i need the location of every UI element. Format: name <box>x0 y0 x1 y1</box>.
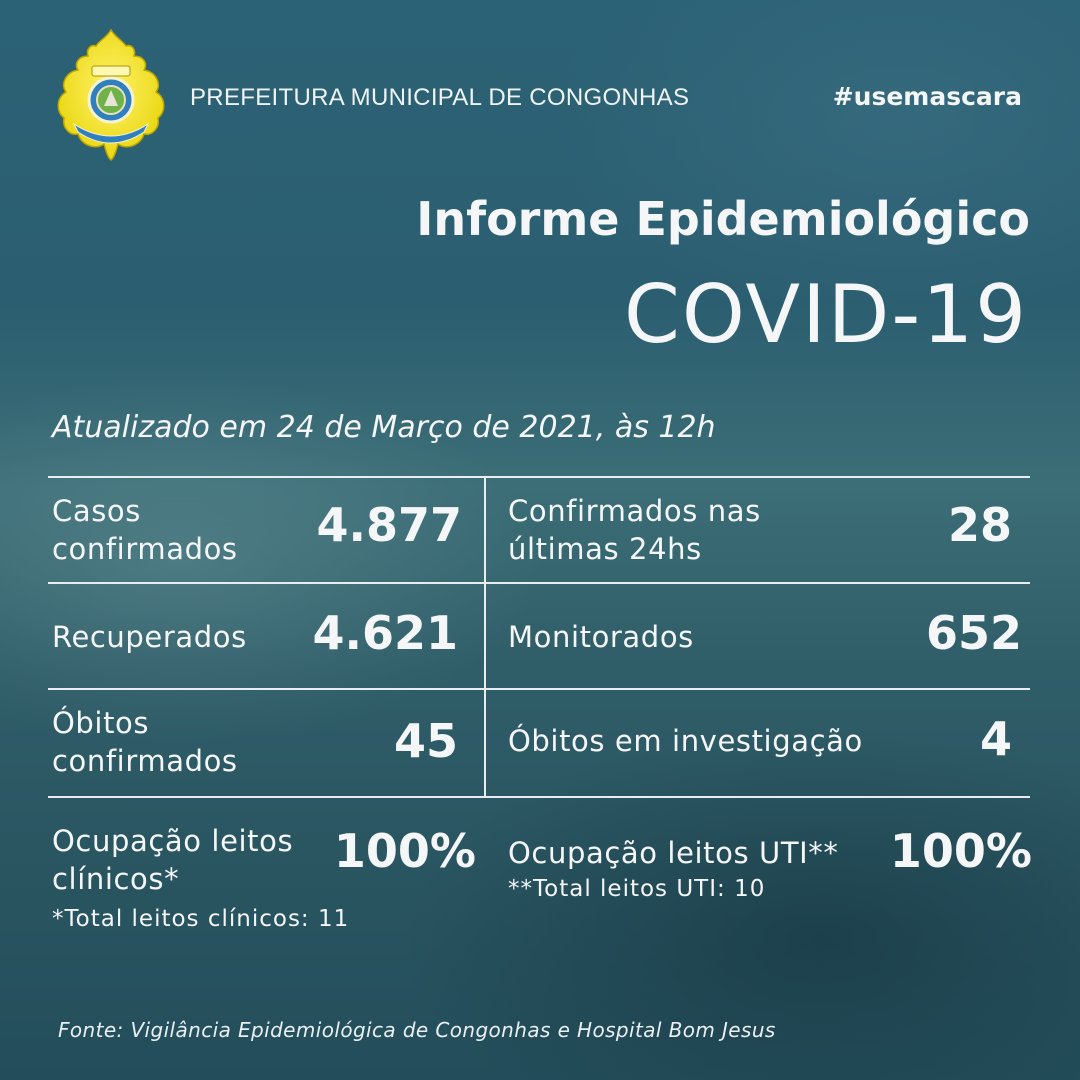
occupancy-icu: Ocupação leitos UTI** **Total leitos UTI… <box>508 824 1032 924</box>
report-subtitle: COVID-19 <box>623 268 1028 361</box>
stat-value: 4.621 <box>312 606 458 660</box>
stat-value: 652 <box>925 606 1022 660</box>
stat-value: 4 <box>979 712 1012 766</box>
stat-deaths-investigation: Óbitos em investigação 4 <box>508 712 1014 782</box>
occupancy-clinical: Ocupação leitos clínicos* *Total leitos … <box>52 822 476 942</box>
stat-label: Óbitos em investigação <box>508 724 863 758</box>
stat-confirmed-24h: Confirmados nas últimas 24hs 28 <box>508 492 1018 572</box>
stat-label: Confirmados nas <box>508 494 761 528</box>
stat-label: Monitorados <box>508 620 694 654</box>
stat-label: últimas 24hs <box>508 532 702 566</box>
occupancy-label: Ocupação leitos UTI** <box>508 836 839 870</box>
grid-line-top <box>48 476 1030 478</box>
grid-line-row1 <box>48 582 1030 584</box>
stat-label: confirmados <box>52 532 238 566</box>
report-title: Informe Epidemiológico <box>416 192 1030 246</box>
grid-line-row2 <box>48 688 1030 690</box>
occupancy-label: Ocupação leitos <box>52 824 294 858</box>
stat-value: 45 <box>393 714 458 768</box>
grid-line-center <box>484 476 486 798</box>
stat-label: Óbitos <box>52 706 150 740</box>
stat-deaths-confirmed: Óbitos confirmados 45 <box>52 704 462 784</box>
occupancy-value: 100% <box>889 824 1032 878</box>
source-credit: Fonte: Vigilância Epidemiológica de Cong… <box>58 1018 776 1042</box>
stat-value: 28 <box>947 498 1012 552</box>
stat-label: Recuperados <box>52 620 247 654</box>
stat-cases-confirmed: Casos confirmados 4.877 <box>52 492 468 572</box>
stat-label: Casos <box>52 494 141 528</box>
occupancy-value: 100% <box>333 824 476 878</box>
hashtag: #usemascara <box>832 82 1022 111</box>
grid-line-bottom <box>48 796 1030 798</box>
stat-monitored: Monitorados 652 <box>508 606 1024 672</box>
occupancy-note: *Total leitos clínicos: 11 <box>52 906 350 932</box>
stat-label: confirmados <box>52 744 238 778</box>
municipal-crest-logo <box>57 28 165 161</box>
occupancy-note: **Total leitos UTI: 10 <box>508 876 766 902</box>
occupancy-label: clínicos* <box>52 862 180 896</box>
stat-value: 4.877 <box>316 498 462 552</box>
updated-date: Atualizado em 24 de Março de 2021, às 12… <box>52 410 716 445</box>
stat-recovered: Recuperados 4.621 <box>52 606 462 672</box>
city-hall-name: PREFEITURA MUNICIPAL DE CONGONHAS <box>190 84 690 111</box>
